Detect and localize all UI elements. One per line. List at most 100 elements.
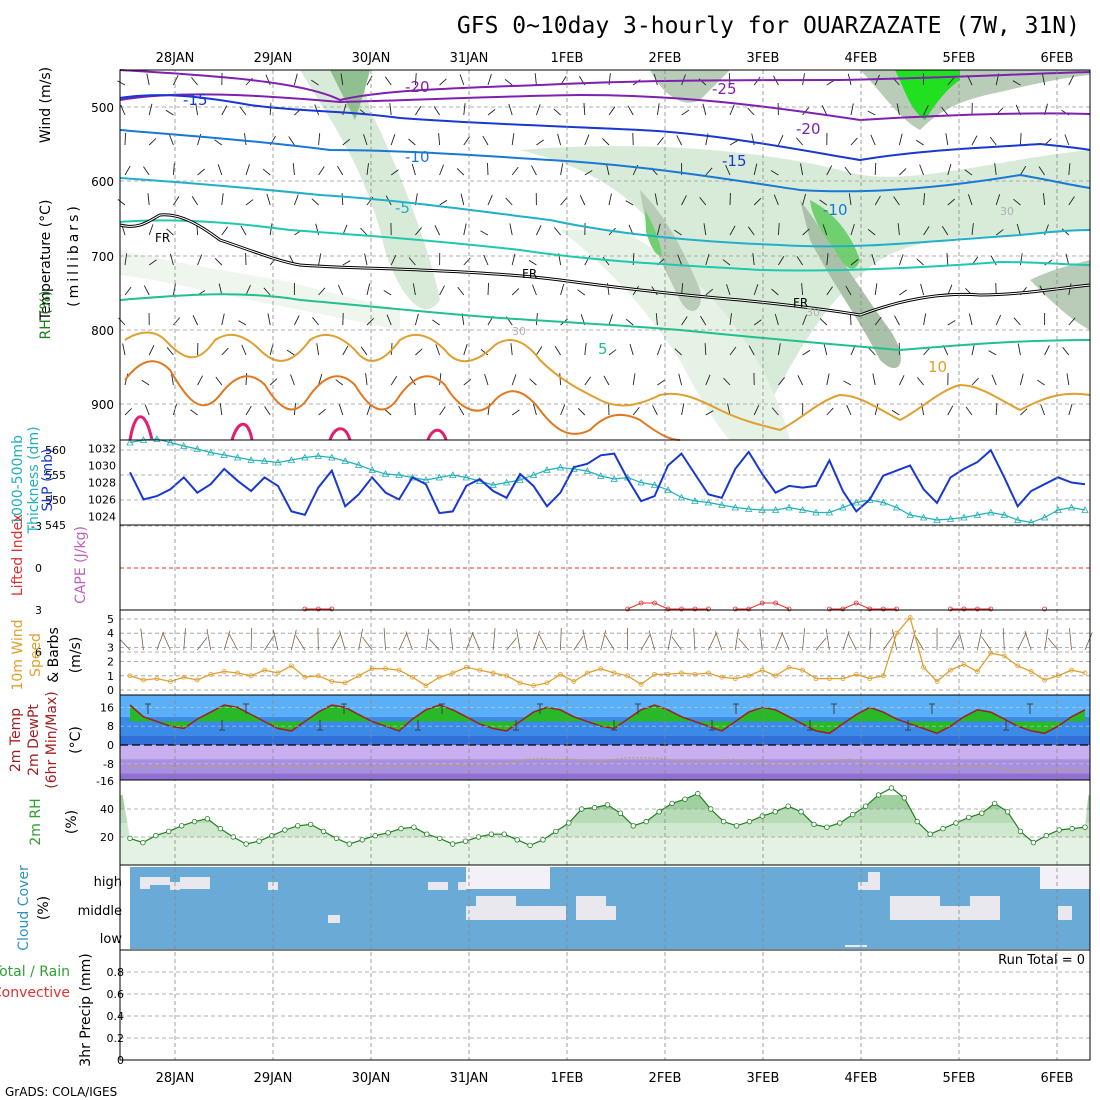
- li-tick-label: 6: [35, 646, 42, 659]
- thickness-marker: [650, 481, 659, 488]
- wind-barb: [315, 223, 320, 236]
- wind-barb: [989, 136, 997, 146]
- wind-speed-marker: [181, 674, 187, 680]
- wind-speed-marker: [490, 670, 496, 676]
- wind-barb: [583, 103, 586, 116]
- wind-barb: [608, 106, 616, 116]
- max-marker: [145, 703, 151, 714]
- wind-barb: [434, 225, 441, 236]
- wind-barb: [245, 284, 251, 296]
- wind-barb: [629, 343, 634, 356]
- wind-barb: [822, 224, 828, 236]
- contour-labels: -15 -20 -25 -20 -10 -15 -5 -10 FR FR FR …: [155, 78, 1014, 376]
- wind-barb: [923, 105, 929, 116]
- isotherm-label: 5: [598, 340, 608, 358]
- wind-barb: [293, 315, 300, 326]
- wind-barb: [383, 290, 392, 296]
- slp-panel: 560 555 550 545 1032 1030 1028 1026 1024: [45, 435, 1090, 532]
- pressure-tick-label: 800: [91, 324, 114, 338]
- wind-speed-marker: [665, 671, 671, 677]
- wind-barb: [245, 199, 254, 206]
- isotherm-label: -15: [183, 91, 208, 109]
- wind-barb: [412, 283, 416, 296]
- wind-barb: [172, 75, 179, 86]
- wind-barb: [947, 284, 953, 296]
- wind-barb: [727, 403, 731, 416]
- surface-wind-barb: [869, 628, 872, 651]
- wind-speed-marker: [531, 683, 536, 689]
- wind-barb: [1019, 373, 1024, 386]
- wind-barb: [967, 194, 973, 206]
- wind-speed-marker: [853, 671, 859, 677]
- pressure-tick-label: 900: [91, 398, 114, 412]
- wind-speed-marker: [907, 615, 913, 620]
- thickness-marker: [556, 463, 565, 471]
- precip-tick-label: 0.6: [107, 988, 125, 1001]
- wind-barb: [971, 135, 978, 146]
- thickness-marker: [166, 438, 175, 446]
- wind-barb: [148, 224, 154, 236]
- cloud-axis: high middle low: [78, 875, 123, 947]
- wind-barb: [535, 104, 541, 116]
- wind10m-label: 10m Wind: [10, 619, 26, 690]
- surface-wind-barb: [465, 631, 474, 651]
- precip-conv-label: Convective: [0, 985, 70, 1001]
- wind-speed-marker: [477, 667, 483, 673]
- wind-barb: [390, 169, 399, 176]
- surface-wind-barbs: [119, 627, 1093, 651]
- wind-barb: [584, 255, 591, 266]
- wind-barb: [143, 166, 150, 176]
- rh-marker: [191, 818, 198, 825]
- wind-barb: [850, 103, 854, 116]
- thickness-marker: [516, 476, 524, 483]
- wind-speed-marker: [732, 676, 738, 682]
- date-label-bottom: 29JAN: [254, 1071, 293, 1086]
- wind-barb: [364, 253, 368, 266]
- wind-barb: [144, 404, 150, 416]
- wind-barb: [335, 379, 344, 386]
- wind-barb: [677, 254, 683, 266]
- rh-marker: [643, 818, 649, 825]
- wind-barb: [318, 287, 326, 296]
- wind-speed-marker: [773, 673, 779, 679]
- li-marker: [853, 600, 859, 606]
- surface-wind-barb: [449, 628, 454, 651]
- wind-speed-marker: [167, 679, 173, 684]
- wind-barb: [286, 349, 295, 356]
- min-marker: [513, 720, 519, 731]
- max-marker: [537, 703, 543, 714]
- cloud-panel: high middle low: [78, 867, 1090, 949]
- wind-speed-marker: [262, 667, 267, 673]
- temp-gridlines: [120, 707, 1090, 765]
- panel-frames: [119, 69, 1091, 1061]
- wind-barb: [870, 134, 876, 146]
- thickness-marker: [637, 478, 645, 486]
- thickness-marker: [852, 498, 861, 506]
- wind-barb: [484, 373, 489, 386]
- freezing-level-label: FR: [793, 296, 808, 310]
- wind-speed-marker: [880, 673, 886, 679]
- wind-barb: [995, 403, 998, 416]
- wind-barb: [511, 253, 516, 266]
- wind-speed-marker: [1055, 673, 1061, 679]
- wind-barb: [262, 168, 271, 176]
- rh-marker: [578, 806, 585, 812]
- surface-wind-barb: [847, 633, 857, 651]
- wind-barb: [705, 410, 714, 416]
- surface-wind-barb: [228, 633, 238, 651]
- wind-barb: [729, 140, 738, 146]
- thickness-marker: [207, 448, 215, 456]
- rh-marker: [204, 816, 211, 822]
- surface-wind-barb: [1084, 632, 1093, 651]
- wind-barb: [384, 76, 392, 86]
- wind-barb: [148, 138, 157, 146]
- rh-marker: [720, 818, 727, 825]
- wind-barb: [439, 406, 446, 416]
- precip-panel: 0.80.60.40.20 Run Total = 0: [107, 953, 1090, 1067]
- wind-barb: [923, 193, 926, 206]
- wind-barb: [681, 316, 688, 326]
- wind-barb: [826, 165, 833, 176]
- thickness-marker: [933, 516, 941, 523]
- surface-wind-barb: [162, 632, 171, 651]
- panel-frame: [119, 439, 1091, 526]
